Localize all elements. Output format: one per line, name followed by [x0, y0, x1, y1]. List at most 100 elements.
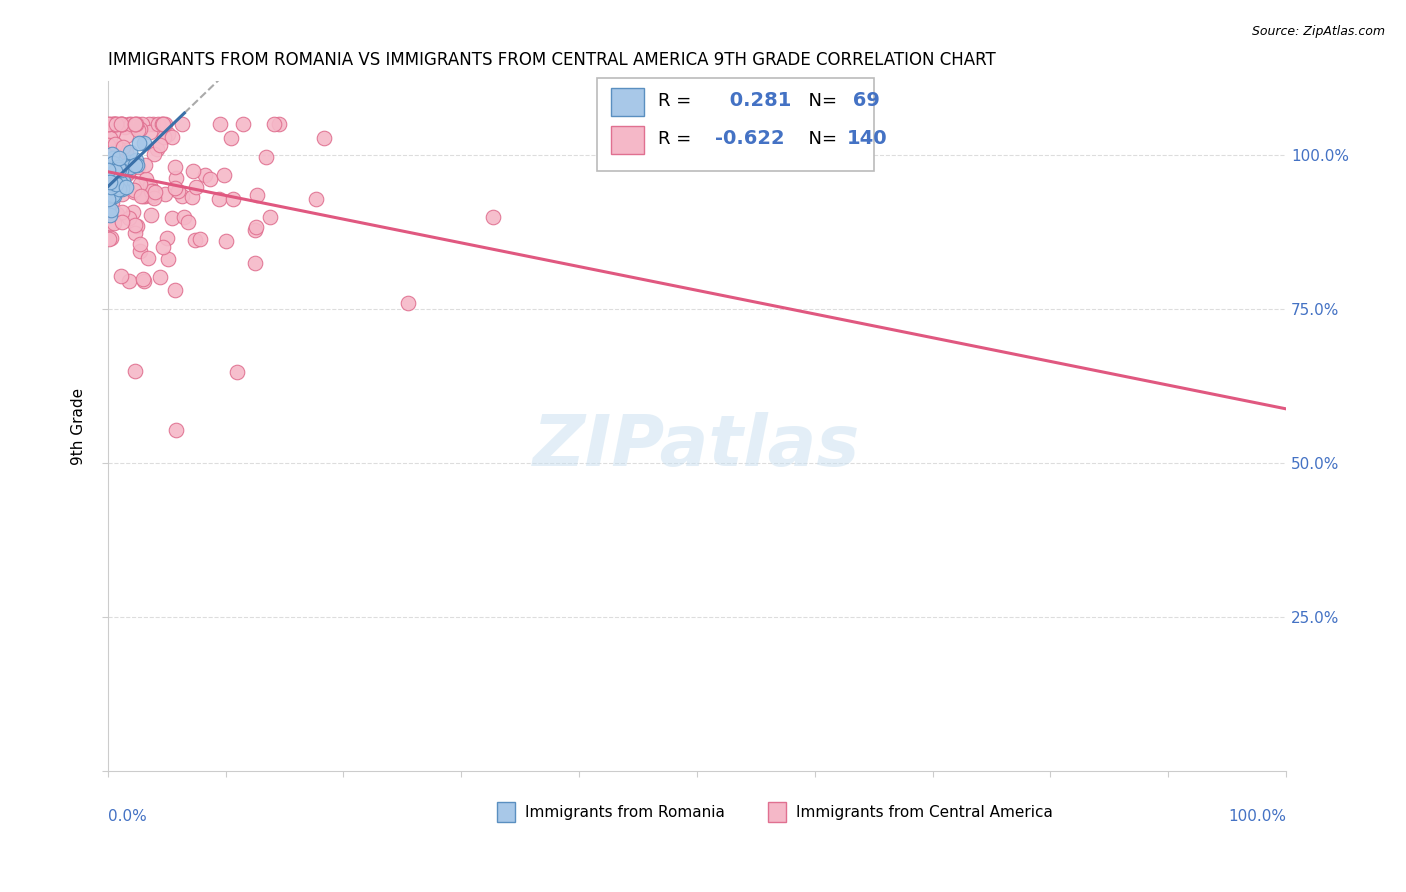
Point — [104, 180, 127, 194]
Point — [152, 117, 174, 131]
Point — [110, 182, 132, 196]
Point — [101, 195, 124, 210]
Point — [100, 180, 122, 194]
Point — [101, 178, 124, 193]
Point — [194, 168, 217, 182]
Point — [165, 170, 187, 185]
Point — [101, 125, 124, 139]
Point — [129, 177, 152, 191]
Point — [97, 137, 120, 152]
Point — [120, 160, 142, 174]
Point — [124, 117, 146, 131]
Point — [208, 117, 231, 131]
Point — [107, 142, 129, 156]
Point — [127, 117, 149, 131]
Point — [118, 211, 141, 225]
Point — [146, 142, 169, 156]
Point — [396, 296, 419, 310]
Point — [101, 117, 124, 131]
Point — [314, 131, 336, 145]
Point — [97, 170, 120, 185]
Text: 140: 140 — [846, 129, 887, 148]
Point — [100, 203, 122, 218]
Point — [105, 179, 128, 194]
Point — [114, 128, 136, 143]
Point — [149, 138, 172, 153]
Point — [153, 117, 176, 131]
Point — [100, 231, 122, 245]
Point — [110, 117, 132, 131]
Point — [128, 136, 150, 150]
Point — [225, 365, 247, 379]
Point — [129, 189, 152, 203]
Point — [129, 237, 152, 252]
Point — [142, 184, 165, 198]
Point — [97, 158, 120, 172]
Point — [118, 117, 141, 131]
Point — [156, 231, 179, 245]
Point — [108, 181, 131, 195]
Point — [100, 181, 122, 195]
Text: 0.0%: 0.0% — [108, 809, 146, 823]
Point — [97, 202, 120, 216]
Point — [127, 161, 149, 175]
Point — [108, 175, 131, 189]
Point — [100, 163, 122, 178]
Point — [139, 178, 162, 193]
Point — [101, 175, 124, 189]
Point — [143, 147, 166, 161]
Point — [122, 120, 145, 134]
Text: IMMIGRANTS FROM ROMANIA VS IMMIGRANTS FROM CENTRAL AMERICA 9TH GRADE CORRELATION: IMMIGRANTS FROM ROMANIA VS IMMIGRANTS FR… — [108, 51, 995, 69]
Point — [107, 161, 129, 175]
Point — [120, 145, 142, 159]
Point — [97, 174, 120, 188]
Point — [132, 272, 155, 286]
Point — [198, 172, 221, 186]
Point — [124, 218, 146, 232]
Point — [107, 177, 129, 191]
Point — [243, 256, 266, 270]
Point — [105, 162, 128, 177]
Point — [111, 204, 134, 219]
Bar — [596, 78, 873, 171]
Point — [101, 187, 124, 202]
Point — [124, 364, 146, 378]
Point — [243, 223, 266, 237]
Text: Source: ZipAtlas.com: Source: ZipAtlas.com — [1251, 25, 1385, 38]
Point — [143, 191, 166, 205]
Point — [134, 157, 156, 171]
Point — [122, 205, 145, 219]
Point — [166, 184, 188, 198]
Point — [183, 233, 205, 247]
Point — [115, 167, 138, 181]
Point — [98, 201, 121, 215]
Point — [125, 153, 148, 167]
Point — [105, 178, 128, 192]
Point — [97, 163, 120, 178]
Point — [143, 185, 166, 199]
Point — [118, 163, 141, 178]
Point — [108, 178, 131, 193]
Point — [110, 163, 132, 178]
Point — [118, 274, 141, 288]
Point — [107, 152, 129, 166]
Point — [125, 219, 148, 233]
Point — [97, 232, 120, 246]
Point — [101, 171, 124, 186]
Point — [112, 173, 135, 187]
Point — [110, 269, 132, 284]
Bar — [768, 802, 786, 822]
Point — [165, 283, 187, 297]
Point — [104, 170, 127, 185]
Point — [128, 244, 150, 258]
Point — [111, 117, 134, 131]
Point — [172, 189, 194, 203]
Point — [245, 219, 267, 234]
Point — [108, 162, 131, 177]
Point — [122, 158, 145, 172]
Text: N=: N= — [797, 92, 842, 110]
Bar — [610, 88, 644, 116]
Point — [173, 210, 195, 224]
Point — [150, 117, 173, 131]
Point — [181, 164, 204, 178]
